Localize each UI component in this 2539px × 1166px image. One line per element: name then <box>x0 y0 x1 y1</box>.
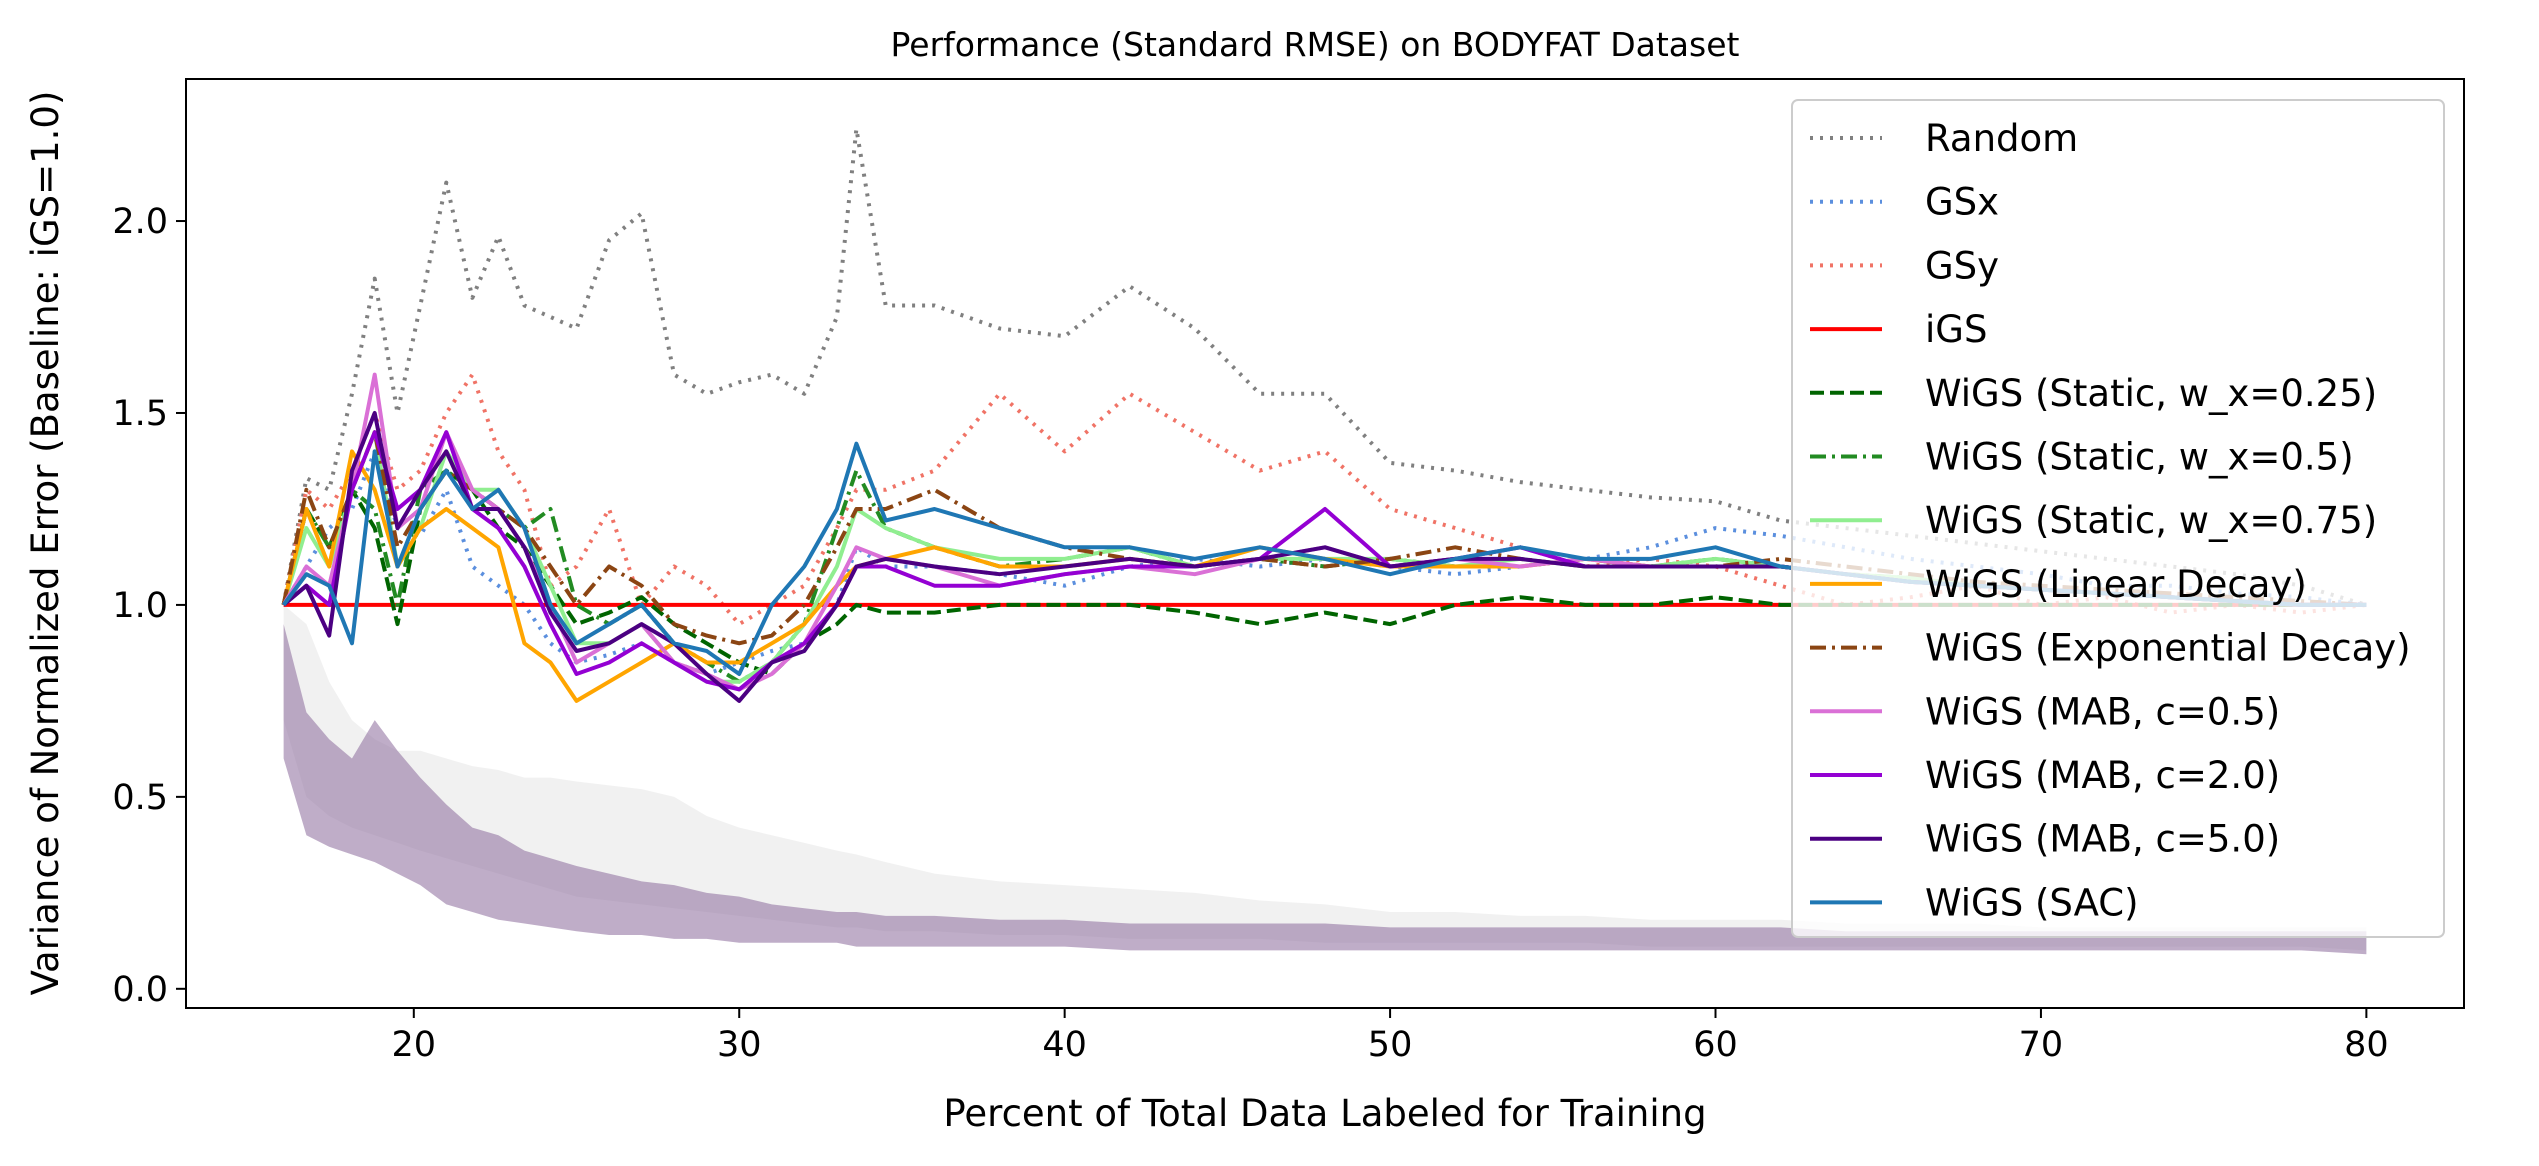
x-tick-label: 20 <box>392 1025 437 1065</box>
legend-label: GSy <box>1925 244 1999 287</box>
plot-frame <box>185 78 2465 1009</box>
legend-item: WiGS (MAB, c=0.5) <box>1810 690 2280 733</box>
legend-label: WiGS (Exponential Decay) <box>1925 627 2411 670</box>
legend-label: WiGS (MAB, c=5.0) <box>1925 818 2280 861</box>
band-random <box>283 604 2367 951</box>
legend-label: WiGS (MAB, c=2.0) <box>1925 754 2280 797</box>
legend-item: WiGS (Static, w_x=0.5) <box>1810 436 2354 479</box>
legend-label: WiGS (MAB, c=0.5) <box>1925 690 2280 733</box>
x-tick-label: 70 <box>2019 1025 2064 1065</box>
legend-label: GSx <box>1925 181 1999 224</box>
legend-label: WiGS (Static, w_x=0.5) <box>1925 436 2354 479</box>
legend-item: WiGS (MAB, c=5.0) <box>1810 818 2280 861</box>
legend-item: WiGS (Exponential Decay) <box>1810 627 2411 670</box>
legend-item: WiGS (SAC) <box>1810 881 2139 924</box>
uncertainty-bands <box>283 604 2367 955</box>
y-tick-label: 1.0 <box>112 586 168 626</box>
x-tick-label: 80 <box>2344 1025 2389 1065</box>
legend-label: iGS <box>1925 308 1987 351</box>
legend-item: GSy <box>1810 244 1999 287</box>
legend-label: Random <box>1925 117 2078 160</box>
legend-item: Random <box>1810 117 2078 160</box>
y-tick-label: 0.5 <box>112 778 168 818</box>
legend-item: WiGS (Static, w_x=0.75) <box>1810 499 2377 542</box>
y-tick-label: 2.0 <box>112 202 168 242</box>
legend-item: WiGS (Static, w_x=0.25) <box>1810 372 2377 415</box>
legend-item: GSx <box>1810 181 1999 224</box>
legend-box <box>1791 99 2445 938</box>
x-axis-ticks: 20 30 40 50 60 70 80 <box>392 1008 2389 1065</box>
legend-items: Random GSx GSy iGS WiGS (Static, w_x=0.25) Wi… <box>1810 117 2411 924</box>
x-tick-label: 40 <box>1042 1025 1087 1065</box>
x-tick-label: 50 <box>1368 1025 1413 1065</box>
legend-label: WiGS (Static, w_x=0.75) <box>1925 499 2377 542</box>
legend: Random GSx GSy iGS WiGS (Static, w_x=0.25) Wi… <box>1791 99 2445 938</box>
legend-item: iGS <box>1810 308 1987 351</box>
legend-item: WiGS (Linear Decay) <box>1810 563 2307 606</box>
y-axis-ticks: 0.0 0.5 1.0 1.5 2.0 <box>112 202 186 1010</box>
chart-title: Performance (Standard RMSE) on BODYFAT D… <box>891 25 1740 64</box>
x-tick-label: 30 <box>717 1025 762 1065</box>
legend-item: WiGS (MAB, c=2.0) <box>1810 754 2280 797</box>
series-line-2 <box>281 372 2367 627</box>
x-axis-label: Percent of Total Data Labeled for Traini… <box>943 1092 1706 1135</box>
legend-label: WiGS (SAC) <box>1925 881 2139 924</box>
y-axis-label: Variance of Normalized Error (Baseline: … <box>24 91 67 996</box>
y-tick-label: 1.5 <box>112 394 168 434</box>
y-tick-label: 0.0 <box>112 970 168 1010</box>
legend-label: WiGS (Linear Decay) <box>1925 563 2307 606</box>
x-tick-label: 60 <box>1693 1025 1738 1065</box>
legend-label: WiGS (Static, w_x=0.25) <box>1925 372 2377 415</box>
